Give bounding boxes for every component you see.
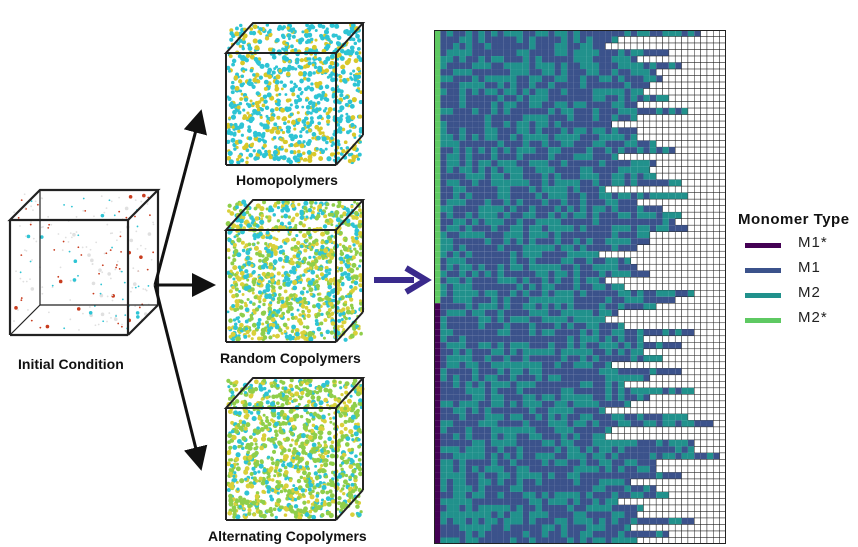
legend-title: Monomer Type: [738, 211, 850, 228]
sequence-arrow: [374, 265, 432, 295]
legend-swatch: [745, 293, 781, 298]
alternating-copolymers-label: Alternating Copolymers: [208, 528, 367, 544]
initial-box-edges: [7, 188, 161, 337]
initial-monomer-dots: [13, 193, 155, 331]
alternating-copolymers-box: [223, 377, 366, 521]
branch-arrows: [153, 109, 216, 471]
arrow-to-alternating: [153, 284, 208, 471]
initial-condition-label: Initial Condition: [18, 356, 124, 372]
homopolymers-label: Homopolymers: [236, 172, 338, 188]
legend-swatch: [745, 268, 781, 273]
legend-swatch: [745, 243, 781, 248]
legend-label: M1*: [798, 234, 828, 251]
random-copolymers-label: Random Copolymers: [220, 350, 361, 366]
legend-swatch: [745, 318, 781, 323]
legend-label: M2: [798, 284, 821, 301]
initial-condition-box: [7, 188, 161, 337]
arrow-to-homopolymers: [153, 109, 207, 286]
legend-label: M1: [798, 259, 821, 276]
random-copolymers-box: [223, 199, 366, 343]
homopolymers-box: [223, 22, 366, 166]
legend-label: M2*: [798, 309, 828, 326]
monomer-sequence-grid: [434, 30, 726, 544]
